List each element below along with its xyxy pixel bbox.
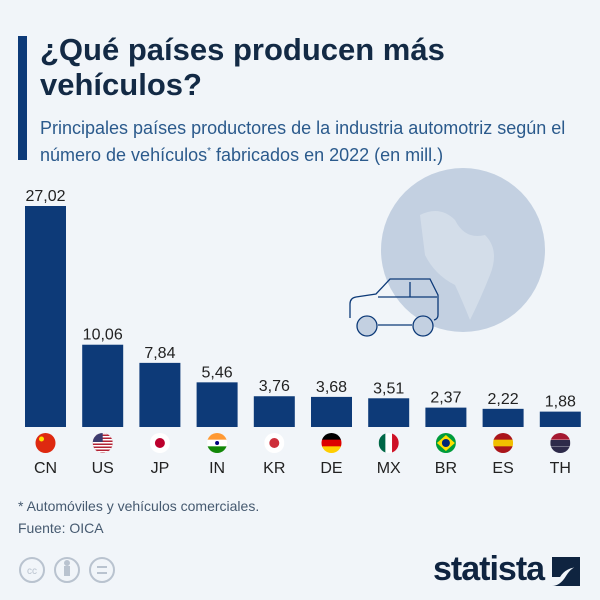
category-label-cn: CN (34, 460, 57, 477)
subtitle-text: Principales países productores de la ind… (40, 118, 566, 165)
flag-in-icon (207, 433, 228, 453)
value-label-es: 2,22 (488, 391, 519, 408)
flag-th-icon (550, 433, 571, 453)
category-label-es: ES (492, 460, 513, 477)
title-accent-bar (18, 36, 27, 160)
bar-cn (25, 206, 66, 427)
category-label-kr: KR (263, 460, 285, 477)
bar-kr (253, 396, 295, 427)
value-label-mx: 3,51 (373, 380, 404, 397)
flag-mx-icon (378, 433, 399, 453)
bar-es (482, 408, 524, 427)
flag-cn-icon (35, 433, 56, 453)
category-label-de: DE (320, 460, 342, 477)
value-label-cn: 27,02 (25, 188, 65, 205)
source: Fuente: OICA (18, 520, 104, 536)
category-label-in: IN (209, 460, 225, 477)
subtitle-text-end: fabricados en 2022 (en mill.) (211, 145, 444, 165)
category-label-mx: MX (377, 460, 401, 477)
bar-jp (139, 362, 181, 427)
bar-in (196, 382, 238, 427)
flag-es-icon (493, 433, 514, 453)
flag-kr-icon (264, 433, 285, 453)
value-label-br: 2,37 (430, 390, 461, 407)
footnote: * Automóviles y vehículos comerciales. (18, 498, 260, 514)
bar-th (539, 411, 581, 427)
bar-mx (368, 398, 410, 427)
value-label-jp: 7,84 (144, 345, 175, 362)
flag-br-icon (435, 433, 456, 453)
chart-subtitle: Principales países productores de la ind… (40, 117, 600, 167)
flag-de-icon (321, 433, 342, 453)
bar-us (82, 344, 124, 427)
category-label-jp: JP (151, 460, 170, 477)
value-label-in: 5,46 (202, 364, 233, 381)
chart-title: ¿Qué países producen más vehículos? (40, 32, 445, 102)
subtitle-asterisk: * (207, 146, 212, 157)
category-label-br: BR (435, 460, 457, 477)
category-label-us: US (92, 460, 114, 477)
value-label-us: 10,06 (83, 327, 123, 344)
value-label-de: 3,68 (316, 379, 347, 396)
flag-us-icon (92, 433, 113, 453)
value-label-th: 1,88 (545, 394, 576, 411)
statista-logo-text: statista (433, 550, 545, 588)
car-icon (349, 278, 439, 337)
globe-icon (381, 168, 545, 332)
flag-jp-icon (149, 433, 170, 453)
bar-br (425, 407, 467, 427)
bar-de (311, 396, 352, 427)
category-label-th: TH (550, 460, 571, 477)
value-label-kr: 3,76 (259, 378, 290, 395)
